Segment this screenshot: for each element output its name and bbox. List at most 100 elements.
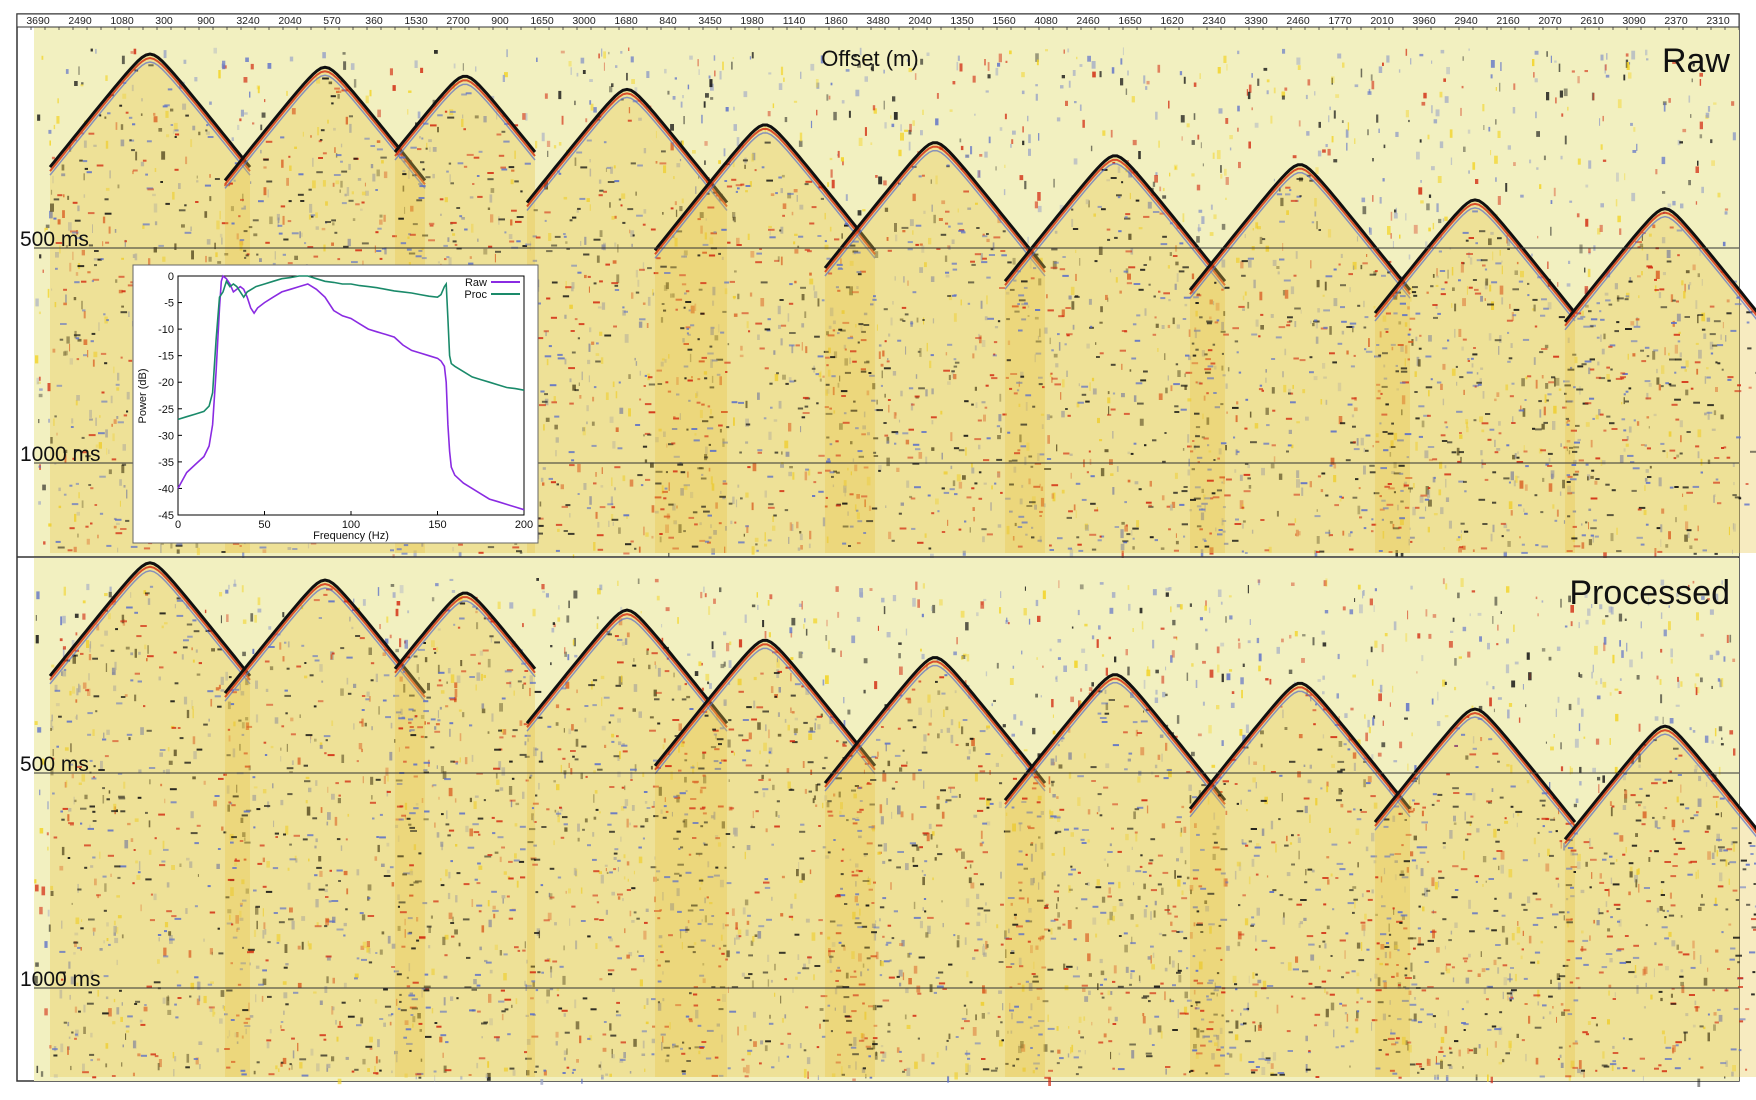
noise-streak: [462, 114, 464, 119]
reflection-wavelet: [544, 219, 547, 222]
reflection-wavelet: [1314, 319, 1318, 322]
noise-streak: [1605, 74, 1610, 78]
noise-streak: [1460, 263, 1464, 273]
noise-streak: [935, 175, 938, 185]
noise-streak: [1566, 448, 1568, 452]
reflection-wavelet: [111, 458, 117, 461]
noise-streak: [1193, 113, 1196, 120]
noise-streak: [800, 545, 803, 550]
noise-streak: [680, 101, 683, 108]
noise-streak: [1209, 316, 1212, 320]
reflection-wavelet: [605, 263, 610, 266]
reflection-wavelet: [1543, 307, 1549, 310]
noise-streak: [1320, 489, 1324, 493]
noise-streak: [962, 475, 966, 480]
noise-streak: [1347, 122, 1350, 131]
noise-streak: [312, 180, 316, 189]
noise-streak: [166, 134, 170, 138]
noise-streak: [848, 110, 851, 118]
reflection-wavelet: [1112, 392, 1116, 395]
noise-streak: [1644, 444, 1647, 447]
noise-streak: [1217, 67, 1221, 74]
reflection-wavelet: [1179, 503, 1185, 506]
reflection-wavelet: [1107, 413, 1112, 416]
noise-streak: [185, 156, 188, 165]
noise-streak: [1337, 53, 1342, 59]
noise-streak: [1049, 373, 1052, 378]
reflection-wavelet: [98, 432, 105, 435]
reflection-wavelet: [1623, 393, 1626, 396]
noise-streak: [975, 202, 978, 205]
noise-streak: [1732, 549, 1733, 554]
noise-streak: [1534, 50, 1539, 55]
reflection-wavelet: [1194, 546, 1198, 548]
reflection-wavelet: [565, 504, 571, 507]
reflection-wavelet: [1364, 348, 1367, 351]
noise-streak: [74, 513, 77, 522]
reflection-wavelet: [1440, 434, 1446, 437]
reflection-wavelet: [1541, 545, 1548, 548]
noise-streak: [1167, 265, 1170, 269]
reflection-wavelet: [55, 540, 61, 543]
noise-streak: [643, 434, 645, 437]
noise-streak: [797, 245, 800, 249]
reflection-wavelet: [1558, 316, 1565, 319]
noise-streak: [932, 318, 935, 324]
noise-streak: [1646, 416, 1650, 419]
noise-streak: [1038, 133, 1040, 141]
noise-streak: [1409, 487, 1411, 493]
reflection-wavelet: [1241, 274, 1246, 277]
noise-streak: [1158, 140, 1160, 148]
reflection-wavelet: [1640, 349, 1644, 352]
noise-streak: [1294, 518, 1297, 523]
noise-streak: [850, 441, 853, 445]
noise-streak: [868, 505, 872, 511]
reflection-wavelet: [1669, 449, 1676, 452]
noise-streak: [98, 322, 100, 331]
noise-streak: [841, 233, 843, 239]
reflection-wavelet: [1676, 229, 1683, 232]
noise-streak: [78, 66, 80, 75]
reflection-wavelet: [663, 497, 667, 500]
noise-streak: [1463, 146, 1466, 152]
noise-streak: [1443, 78, 1446, 82]
noise-streak: [1277, 271, 1280, 275]
reflection-wavelet: [1480, 547, 1488, 550]
reflection-wavelet: [546, 250, 553, 253]
noise-streak: [558, 90, 562, 100]
noise-streak: [650, 462, 654, 468]
noise-streak: [1683, 291, 1686, 299]
reflection-wavelet: [72, 201, 78, 204]
noise-streak: [191, 250, 194, 260]
reflection-wavelet: [1726, 312, 1732, 315]
reflection-wavelet: [297, 193, 304, 196]
reflection-wavelet: [1213, 459, 1216, 461]
noise-streak: [1181, 136, 1183, 141]
noise-streak: [1391, 471, 1395, 474]
reflection-wavelet: [580, 166, 588, 169]
noise-streak: [376, 140, 381, 143]
noise-streak: [800, 426, 802, 433]
reflection-wavelet: [1278, 326, 1286, 329]
noise-streak: [1367, 91, 1372, 95]
noise-streak: [1316, 509, 1318, 512]
reflection-wavelet: [131, 149, 135, 152]
noise-streak: [196, 180, 199, 183]
reflection-wavelet: [735, 190, 738, 193]
reflection-wavelet: [1223, 333, 1229, 336]
noise-streak: [1428, 458, 1433, 462]
noise-streak: [1060, 392, 1062, 400]
reflection-wavelet: [826, 257, 831, 260]
noise-streak: [1594, 480, 1598, 485]
reflection-wavelet: [509, 240, 515, 243]
reflection-wavelet: [514, 180, 519, 183]
reflection-wavelet: [1675, 300, 1679, 303]
noise-streak: [941, 452, 943, 460]
reflection-wavelet: [1645, 523, 1649, 526]
reflection-wavelet: [406, 248, 412, 251]
noise-streak: [1390, 440, 1394, 447]
noise-streak: [1052, 492, 1056, 502]
noise-streak: [131, 84, 134, 92]
noise-streak: [787, 313, 790, 322]
reflection-wavelet: [993, 236, 1001, 239]
